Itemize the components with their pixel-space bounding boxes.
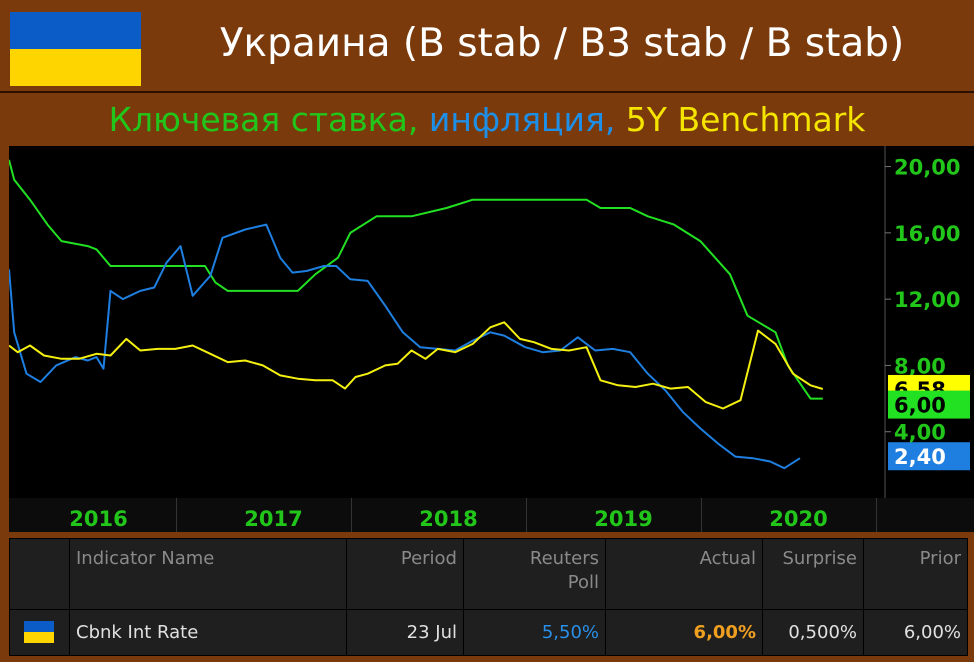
last-value-badge xyxy=(888,390,970,419)
row-flag-cell xyxy=(10,610,70,655)
row-period: 23 Jul xyxy=(347,610,464,655)
page-title: Украина (B stab / B3 stab / B stab) xyxy=(219,21,905,66)
header-poll-line1: Reuters xyxy=(529,548,599,569)
series-line-key-rate xyxy=(8,159,823,400)
last-value-badge xyxy=(888,442,970,471)
last-value-label: 2,40 xyxy=(894,445,946,469)
header: Украина (B stab / B3 stab / B stab) xyxy=(0,0,974,90)
y-tick-label: 16,00 xyxy=(894,222,960,246)
subtitle-benchmark: 5Y Benchmark xyxy=(625,100,866,139)
row-actual: 6,00% xyxy=(606,610,763,655)
header-flag-cell xyxy=(10,539,70,609)
table-header-row: Indicator Name Period Reuters Poll Actua… xyxy=(10,539,967,610)
y-tick-label: 4,00 xyxy=(894,421,946,445)
x-tick-label: 2016 xyxy=(69,507,127,531)
series-line-inflation xyxy=(8,223,801,470)
chart-background xyxy=(9,146,974,532)
header-indicator-name: Indicator Name xyxy=(70,539,347,609)
line-chart: 20,00 16,00 12,00 8,00 4,00 2016 2017 2018 2019 2… xyxy=(8,146,974,532)
y-tick-label: 12,00 xyxy=(894,288,960,312)
ukraine-flag-icon xyxy=(10,12,141,86)
x-tick-label: 2017 xyxy=(244,507,302,531)
row-indicator-name: Cbnk Int Rate xyxy=(70,610,347,655)
header-period: Period xyxy=(347,539,464,609)
chart-area: 20,00 16,00 12,00 8,00 4,00 2016 2017 2018 2019 2… xyxy=(8,146,974,532)
row-surprise: 0,500% xyxy=(763,610,864,655)
header-surprise: Surprise xyxy=(763,539,864,609)
last-value-label: 6,00 xyxy=(894,394,946,418)
flag-blue-stripe xyxy=(10,12,141,49)
x-tick-label: 2020 xyxy=(769,507,827,531)
header-divider xyxy=(0,91,974,93)
chart-subtitle: Ключевая ставка, инфляция, 5Y Benchmark xyxy=(0,96,974,144)
x-tick-label: 2018 xyxy=(419,507,477,531)
y-axis-panel xyxy=(884,146,974,498)
subtitle-inflation: инфляция, xyxy=(428,100,626,139)
y-tick-label: 8,00 xyxy=(894,354,946,378)
series-line-benchmark xyxy=(8,321,824,410)
row-reuters-poll: 5,50% xyxy=(464,610,606,655)
header-prior: Prior xyxy=(919,548,961,569)
x-tick-label: 2019 xyxy=(594,507,652,531)
header-actual: Actual xyxy=(606,539,763,609)
indicator-table: Indicator Name Period Reuters Poll Actua… xyxy=(9,538,968,656)
row-prior: 6,00% xyxy=(903,622,961,643)
flag-yellow-stripe xyxy=(10,49,141,86)
mini-flag-blue xyxy=(24,621,54,632)
header-poll-line2: Poll xyxy=(567,572,599,593)
subtitle-key-rate: Ключевая ставка, xyxy=(108,100,429,139)
header-reuters-poll: Reuters Poll xyxy=(464,539,606,609)
x-axis-panel xyxy=(9,498,974,532)
mini-flag-yellow xyxy=(24,632,54,643)
y-tick-label: 20,00 xyxy=(894,156,960,180)
ukraine-flag-icon xyxy=(24,621,54,643)
table-row[interactable]: Cbnk Int Rate 23 Jul 5,50% 6,00% 0,500% … xyxy=(10,610,967,655)
